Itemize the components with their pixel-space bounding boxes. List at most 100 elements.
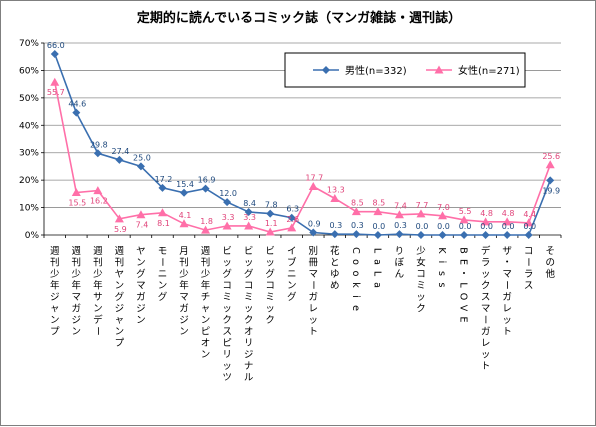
marker-female (93, 186, 103, 195)
x-tick-char: ビ (265, 246, 275, 257)
x-tick-char: ッ (244, 258, 254, 269)
x-tick-char: ピ (222, 338, 232, 349)
x-tick-char: ビ (222, 246, 232, 257)
x-tick-char: ン (72, 327, 82, 338)
x-tick-char: グ (136, 268, 146, 280)
data-label-male: 25.0 (133, 153, 151, 162)
marker-male (287, 213, 296, 222)
x-tick-char: ッ (265, 304, 275, 315)
y-tick-label: 20% (19, 176, 39, 186)
x-tick-char: o (350, 271, 361, 277)
x-tick-char: ン (50, 315, 60, 326)
chart-title: 定期的に読んでいるコミック誌（マンガ雑誌・週刊誌） (136, 10, 461, 26)
y-tick-label: 30% (19, 149, 39, 159)
x-tick-char: 週 (115, 245, 125, 257)
y-tick-label: 70% (19, 39, 39, 49)
x-tick-char: コ (244, 281, 254, 292)
marker-male (115, 155, 124, 164)
marker-male (93, 149, 102, 158)
marker-female (308, 181, 318, 190)
marker-female (50, 77, 60, 86)
marker-female (459, 215, 469, 224)
x-tick-char: コ (524, 246, 534, 257)
data-label-male: 0.0 (373, 222, 386, 231)
data-label-female: 8.5 (351, 199, 364, 208)
x-tick-char: ク (244, 315, 254, 326)
x-tick-char: リ (244, 338, 254, 349)
data-label-female: 17.7 (305, 173, 323, 182)
data-label-male: 27.4 (111, 147, 129, 156)
x-tick-char: 週 (201, 245, 211, 257)
data-label-male: 0.0 (502, 222, 515, 231)
x-tick-char: ン (115, 281, 125, 292)
legend-marker-female (434, 65, 444, 74)
marker-male (481, 231, 490, 239)
x-tick-char: と (330, 258, 340, 269)
data-label-female: 7.4 (394, 202, 407, 211)
x-tick-char: そ (545, 246, 555, 257)
marker-male (373, 231, 382, 239)
x-tick-char: ピ (201, 327, 211, 338)
data-label-female: 1.8 (200, 217, 213, 226)
x-tick-char: マ (309, 269, 319, 280)
data-label-female: 4.8 (502, 209, 515, 218)
data-label-female: 4.8 (480, 209, 493, 218)
x-tick-char: マ (481, 304, 491, 315)
x-tick-char: デ (481, 245, 491, 257)
marker-male (330, 230, 339, 239)
x-tick-char: ャ (50, 304, 60, 315)
data-label-female: 4.4 (523, 210, 536, 219)
x-tick-char: 刊 (115, 257, 125, 269)
x-tick-char: ・ (502, 258, 512, 269)
x-tick-char: e (350, 305, 361, 311)
data-label-female: 2.6 (286, 215, 299, 224)
x-tick-char: 別 (309, 246, 319, 257)
x-tick-char: ッ (481, 350, 491, 361)
x-tick-char: ブ (287, 257, 297, 269)
x-tick-char: ン (201, 350, 211, 361)
marker-male (244, 207, 253, 216)
marker-female (136, 210, 146, 219)
x-tick-char: a (371, 259, 382, 265)
x-tick-char: ジ (179, 315, 189, 326)
marker-male (266, 209, 275, 218)
marker-female (222, 221, 232, 230)
x-tick-char: 年 (179, 280, 189, 292)
x-tick-char: ジ (72, 315, 82, 326)
x-tick-char: 刊 (50, 257, 60, 269)
marker-male (524, 231, 533, 239)
x-tick-char: E (458, 316, 469, 322)
x-tick-char: ッ (265, 258, 275, 269)
x-tick-char: マ (72, 292, 82, 303)
x-tick-char: 少 (72, 269, 82, 280)
x-tick-char: ニ (158, 269, 168, 280)
x-tick-char: グ (287, 291, 297, 303)
x-tick-char: コ (222, 281, 232, 292)
x-tick-char: ン (158, 281, 168, 292)
legend-label-female: 女性(n=271) (458, 64, 520, 77)
x-tick-char: 少 (179, 269, 189, 280)
x-tick-char: ン (287, 281, 297, 292)
x-tick-char: k (350, 282, 361, 288)
x-tick-char: 刊 (93, 257, 103, 269)
x-tick-char: ン (201, 315, 211, 326)
x-tick-char: 女 (416, 257, 426, 269)
x-tick-char: ジ (244, 350, 254, 361)
x-tick-char: マ (136, 281, 146, 292)
x-tick-char: コ (416, 269, 426, 280)
data-label-female: 7.7 (416, 201, 429, 210)
data-label-male: 7.8 (265, 201, 278, 210)
marker-male (223, 198, 232, 207)
x-tick-char: ッ (222, 258, 232, 269)
x-tick-char: マ (502, 269, 512, 280)
x-tick-char: ミ (222, 292, 232, 303)
data-label-female: 4.1 (179, 211, 192, 220)
x-tick-char: ッ (481, 269, 491, 280)
data-label-male: 66.0 (47, 41, 65, 50)
